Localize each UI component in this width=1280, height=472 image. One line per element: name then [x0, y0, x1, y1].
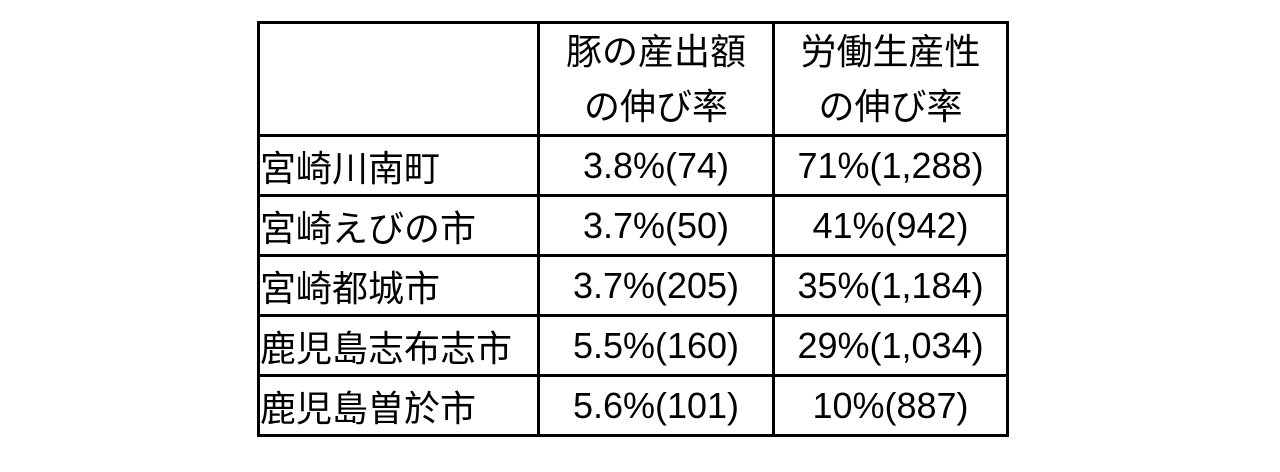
- pig-output-growth-cell: 3.7%(50): [537, 194, 775, 257]
- labor-productivity-growth-cell: 29%(1,034): [772, 314, 1009, 377]
- table-row: 宮崎都城市 3.7%(205) 35%(1,184): [257, 254, 1009, 317]
- labor-productivity-growth-cell: 10%(887): [772, 374, 1009, 437]
- header-pig-output-line1: 豚の産出額: [565, 31, 746, 72]
- pig-output-growth-cell: 5.6%(101): [537, 374, 775, 437]
- header-labor-productivity-growth-cell: 労働生産性 の伸び率: [772, 21, 1009, 137]
- pig-output-growth-cell: 3.7%(205): [537, 254, 775, 317]
- header-pig-output-growth-cell: 豚の産出額 の伸び率: [537, 21, 775, 137]
- table-row: 鹿児島志布志市 5.5%(160) 29%(1,034): [257, 314, 1009, 377]
- header-region-cell: [257, 21, 540, 137]
- table-row: 鹿児島曽於市 5.6%(101) 10%(887): [257, 374, 1009, 437]
- header-labor-productivity-line1: 労働生産性: [800, 31, 981, 72]
- region-cell: 宮崎川南町: [257, 134, 540, 197]
- region-cell: 鹿児島曽於市: [257, 374, 540, 437]
- header-labor-productivity-line2: の伸び率: [818, 86, 963, 127]
- region-cell: 宮崎都城市: [257, 254, 540, 317]
- region-cell: 宮崎えびの市: [257, 194, 540, 257]
- labor-productivity-growth-cell: 41%(942): [772, 194, 1009, 257]
- pig-output-growth-cell: 5.5%(160): [537, 314, 775, 377]
- pig-output-growth-cell: 3.8%(74): [537, 134, 775, 197]
- header-pig-output-line2: の伸び率: [583, 86, 728, 127]
- header-row: 豚の産出額 の伸び率 労働生産性 の伸び率: [257, 21, 1009, 137]
- table-row: 宮崎えびの市 3.7%(50) 41%(942): [257, 194, 1009, 257]
- labor-productivity-growth-cell: 71%(1,288): [772, 134, 1009, 197]
- table-row: 宮崎川南町 3.8%(74) 71%(1,288): [257, 134, 1009, 197]
- growth-rate-table: 豚の産出額 の伸び率 労働生産性 の伸び率 宮崎川南町 3.8%(74) 71%…: [257, 21, 1009, 437]
- region-cell: 鹿児島志布志市: [257, 314, 540, 377]
- labor-productivity-growth-cell: 35%(1,184): [772, 254, 1009, 317]
